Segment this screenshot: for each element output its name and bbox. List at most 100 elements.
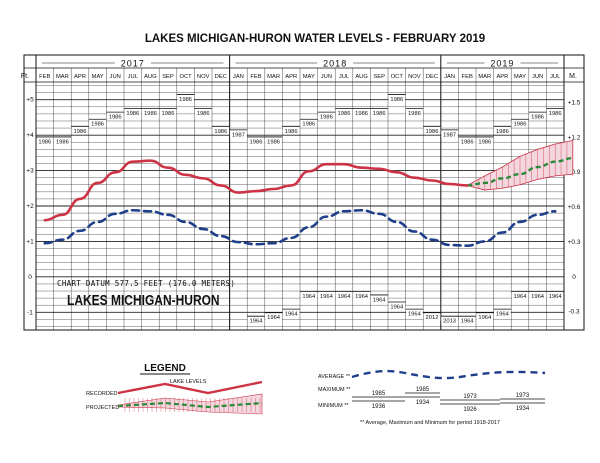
max-year-label: 1987: [440, 129, 459, 138]
m-tick-label: +1.2: [568, 134, 581, 141]
legend-lake-levels: LAKE LEVELS: [170, 379, 207, 385]
m-tick-label: +0.9: [568, 169, 581, 176]
legend-projected-band: [117, 393, 263, 415]
month-label: FEB: [462, 74, 473, 80]
max-year-label-text: 1986: [162, 111, 175, 117]
max-year-label: 1986: [282, 125, 300, 135]
max-year-label: 1986: [141, 108, 160, 117]
max-year-label-text: 1986: [549, 111, 562, 117]
m-tick-label: +1.5: [568, 100, 581, 107]
max-year-label: 1986: [71, 125, 89, 135]
month-label: APR: [496, 74, 508, 80]
max-year-label: 1986: [352, 108, 371, 117]
legend-min-year: 1934: [516, 406, 530, 412]
month-label: AUG: [144, 74, 157, 80]
month-label: FEB: [250, 74, 261, 80]
month-label: OCT: [391, 74, 404, 80]
max-year-label: 1986: [511, 118, 529, 128]
max-year-label: 1986: [546, 108, 564, 117]
legend-min-year: 1936: [372, 404, 386, 410]
max-year-label: 1986: [317, 111, 336, 121]
max-year-label-text: 1987: [232, 132, 245, 138]
min-year-label: 1964: [300, 291, 318, 300]
min-year-label: 1964: [335, 291, 353, 300]
max-year-label: 1986: [36, 136, 54, 145]
min-year-label: 1964: [546, 291, 564, 300]
legend-recorded-swatch: [117, 380, 263, 395]
max-year-label-text: 1986: [320, 115, 333, 121]
legend-average-swatch: [351, 369, 546, 380]
max-year-labels: 1986 1986 1986 1986 1986 1986 1986 1986 1986 1986…: [36, 94, 564, 145]
max-year-label-text: 1987: [443, 132, 456, 138]
legend-swatches: [117, 380, 263, 415]
month-label: AUG: [355, 74, 368, 80]
legend-max-year: 1985: [372, 391, 386, 397]
min-year-label-text: 1964: [408, 312, 422, 318]
min-year-label-text: 1964: [338, 294, 352, 300]
max-year-label-text: 1986: [496, 129, 509, 135]
max-year-label: 1986: [194, 108, 212, 117]
ft-tick-label: +4: [26, 132, 34, 139]
ft-tick-label: 0: [28, 274, 32, 281]
min-year-label-text: 2012: [426, 315, 439, 321]
chart-datum-note: CHART DATUM 577.5 FEET (176.0 METERS): [57, 279, 235, 288]
month-label: MAY: [514, 74, 526, 80]
min-year-label-text: 1964: [531, 294, 545, 300]
max-year-label: 1986: [476, 136, 494, 145]
month-label: FEB: [39, 74, 50, 80]
month-label: SEP: [373, 74, 385, 80]
month-label: JUL: [128, 74, 139, 80]
legend-max-year: 1973: [463, 394, 477, 400]
legend-min-year: 1934: [416, 400, 430, 406]
month-label: DEC: [426, 74, 438, 80]
min-year-label-text: 2013: [443, 319, 456, 325]
max-year-label-text: 1986: [408, 111, 421, 117]
month-label: JUN: [532, 74, 543, 80]
month-label: NOV: [197, 74, 210, 80]
max-year-label: 1986: [335, 108, 353, 117]
legend-min-year: 1926: [463, 407, 477, 413]
y-axis-ticks: +5 +4 +3 +2 +1 0 -1 +1.5 +1.2 +0.9 +0.6 +0.3 0 -0.3: [26, 97, 581, 317]
min-year-label: 1964: [388, 301, 406, 311]
max-year-label-text: 1986: [478, 139, 491, 145]
ft-tick-label: +5: [26, 97, 34, 104]
max-year-label: 1986: [159, 108, 177, 117]
max-year-label-text: 1986: [373, 111, 386, 117]
max-year-label: 1986: [212, 125, 230, 135]
month-label: MAR: [478, 74, 491, 80]
min-year-label: 1964: [352, 291, 371, 300]
month-label: APR: [285, 74, 297, 80]
max-year-label-text: 1986: [267, 139, 280, 145]
max-year-label-text: 1986: [91, 122, 104, 128]
min-year-label-text: 1964: [496, 312, 510, 318]
chart-grid: [23, 54, 585, 331]
projected-series-line: [467, 156, 573, 187]
legend-max-year: 1973: [516, 393, 530, 399]
max-year-label-text: 1986: [179, 97, 192, 103]
max-year-label-text: 1986: [390, 97, 403, 103]
min-year-label-text: 1964: [390, 305, 404, 311]
legend-footnote: ** Average, Maximum and Minimum for peri…: [360, 420, 500, 426]
min-year-label: 1964: [511, 291, 529, 300]
max-year-label: 1986: [53, 136, 72, 145]
min-year-label: 1964: [282, 308, 300, 318]
legend-max-year: 1985: [416, 387, 430, 393]
month-label: JUN: [321, 74, 332, 80]
legend-maximum-label: MAXIMUM **: [318, 387, 351, 393]
ft-tick-label: -1: [27, 309, 33, 316]
min-year-label-text: 1964: [285, 312, 299, 318]
min-year-label-text: 1964: [267, 315, 281, 321]
min-year-label-text: 1964: [250, 319, 264, 325]
month-label: APR: [74, 74, 86, 80]
max-year-label-text: 1986: [514, 122, 527, 128]
max-year-label-text: 1986: [426, 129, 439, 135]
ft-tick-label: +3: [26, 168, 34, 175]
ft-tick-label: +1: [26, 238, 34, 245]
month-label: MAR: [267, 74, 280, 80]
min-year-label-text: 1964: [461, 319, 475, 325]
min-year-label-text: 1964: [355, 294, 369, 300]
average-series-line: [43, 208, 557, 247]
lake-label: LAKES MICHIGAN-HURON: [67, 292, 220, 309]
month-label: JAN: [233, 74, 244, 80]
